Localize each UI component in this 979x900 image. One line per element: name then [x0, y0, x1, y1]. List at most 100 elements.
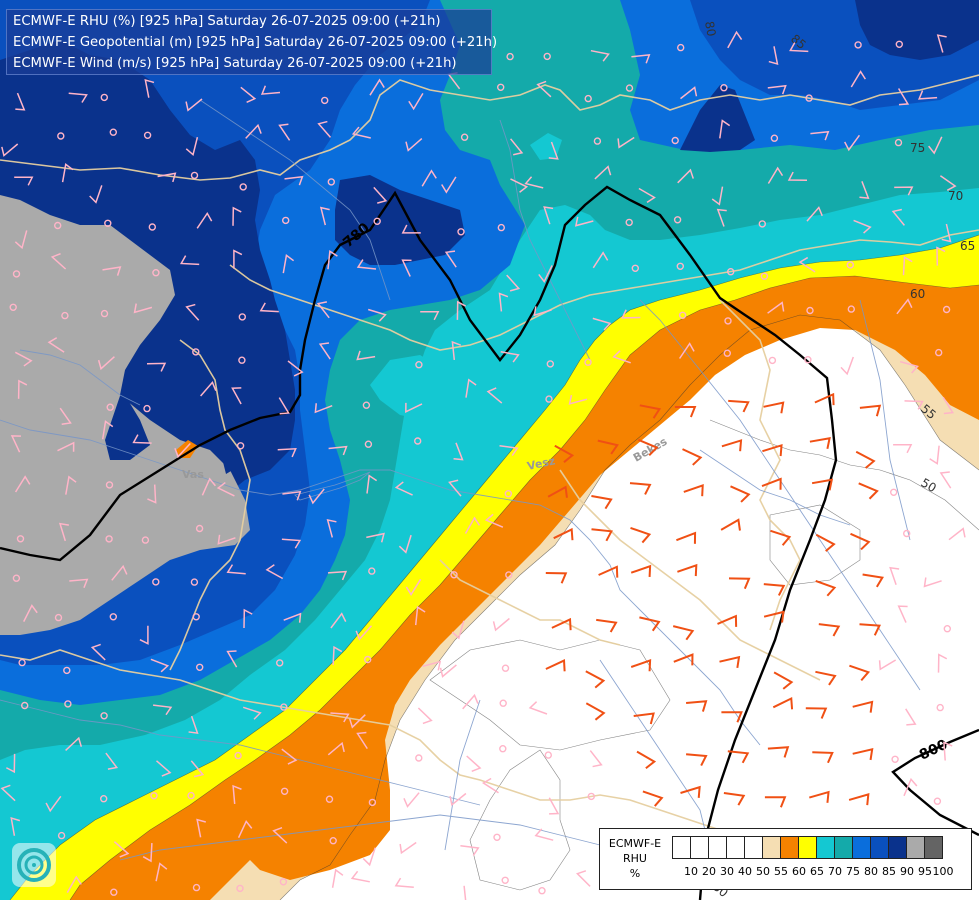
label-veszprem: Vesz	[526, 454, 556, 473]
wind-calm-marker	[148, 223, 157, 231]
wind-barb	[678, 342, 695, 359]
wind-barb	[612, 350, 631, 364]
wind-barb	[770, 529, 792, 546]
wind-calm-marker	[415, 361, 423, 369]
label-rh-60: 60	[910, 287, 925, 301]
wind-barb	[787, 171, 808, 182]
wind-calm-marker	[195, 524, 204, 533]
wind-calm-marker	[368, 798, 377, 807]
wind-barb	[636, 750, 657, 770]
wind-barb	[332, 645, 343, 666]
wind-barb	[767, 746, 790, 758]
wind-barb	[139, 625, 149, 645]
border-central	[229, 229, 979, 351]
wind-barb	[936, 246, 946, 266]
wind-barb	[891, 208, 905, 226]
wind-barb	[510, 138, 524, 156]
label-rh-50: 50	[919, 475, 939, 495]
wind-calm-marker	[57, 132, 65, 140]
wind-barb	[226, 650, 238, 668]
legend-tick-label: 65	[810, 865, 824, 878]
wind-barb	[686, 753, 708, 767]
wind-calm-marker	[192, 883, 201, 892]
wind-barb	[672, 625, 695, 641]
wind-calm-marker	[545, 395, 553, 403]
wind-barb	[941, 223, 952, 243]
wind-barb	[216, 481, 235, 497]
wind-calm-marker	[673, 216, 682, 224]
wind-barb	[815, 533, 836, 552]
wind-calm-marker	[625, 84, 634, 92]
wind-barb	[548, 141, 559, 160]
wind-calm-marker	[894, 138, 903, 147]
wind-barb	[174, 442, 191, 459]
legend-tick-label: 20	[702, 865, 716, 878]
wind-barb	[50, 252, 67, 270]
wind-calm-marker	[282, 216, 290, 225]
river-east-2	[699, 449, 851, 526]
wind-calm-marker	[104, 219, 112, 228]
wind-calm-marker	[760, 272, 769, 280]
wind-calm-marker	[671, 136, 679, 145]
wind-barb	[486, 387, 503, 404]
wind-barb	[809, 790, 830, 803]
wind-barb	[597, 439, 619, 455]
wind-calm-marker	[504, 490, 512, 498]
wind-barb	[65, 736, 83, 751]
legend-swatch	[870, 836, 889, 859]
wind-barb	[401, 259, 412, 277]
wind-calm-marker	[587, 792, 595, 801]
wind-barb	[859, 623, 881, 636]
contour-line-70	[9, 234, 979, 900]
wind-barb	[465, 378, 477, 398]
wind-barb	[680, 86, 698, 100]
wind-barb	[233, 249, 243, 269]
wind-barb	[69, 578, 89, 589]
wind-barb	[243, 608, 253, 629]
wind-barb	[598, 565, 619, 578]
wind-barb	[510, 178, 529, 193]
wind-barb	[185, 303, 200, 321]
wind-calm-marker	[493, 833, 501, 841]
wind-barb	[815, 579, 837, 597]
wind-barb	[260, 85, 281, 95]
legend-tick-label: 55	[774, 865, 788, 878]
wind-calm-marker	[854, 41, 862, 49]
wind-calm-marker	[325, 795, 334, 803]
wind-barb	[283, 612, 302, 623]
wind-barb	[917, 90, 938, 100]
wind-barb	[441, 176, 457, 194]
river-danube	[0, 419, 761, 746]
wind-barb	[638, 187, 656, 204]
wind-barb	[814, 392, 835, 406]
wind-barb	[356, 259, 377, 270]
wind-barb	[591, 495, 613, 510]
wind-barb	[196, 818, 206, 838]
wind-barb	[200, 381, 217, 397]
wind-calm-marker	[327, 178, 335, 186]
wind-barb	[506, 274, 521, 292]
wind-barb	[330, 612, 347, 629]
wind-barb	[65, 475, 77, 495]
legend-label: ECMWF-E RHU %	[604, 836, 666, 881]
wind-barb	[331, 868, 344, 888]
wind-barb	[855, 450, 876, 469]
wind-barb	[772, 696, 794, 710]
wind-barb	[466, 755, 482, 773]
legend-swatches	[672, 836, 943, 859]
wind-calm-marker	[141, 536, 150, 544]
legend-ticks: 10 20 30 40 50 55 60 65 70 75 80 85 90 95 100	[672, 865, 972, 881]
wind-barb	[185, 98, 203, 112]
wind-barb	[14, 351, 33, 367]
wind-calm-marker	[100, 309, 109, 318]
wind-barb	[439, 664, 457, 678]
wind-barb	[157, 172, 177, 183]
wind-barb	[403, 792, 420, 808]
wind-calm-marker	[110, 888, 118, 896]
wind-barb	[939, 175, 957, 191]
wind-barb	[554, 444, 575, 463]
wind-barb	[282, 254, 295, 274]
legend-swatch	[798, 836, 817, 859]
wind-calm-marker	[768, 356, 777, 365]
